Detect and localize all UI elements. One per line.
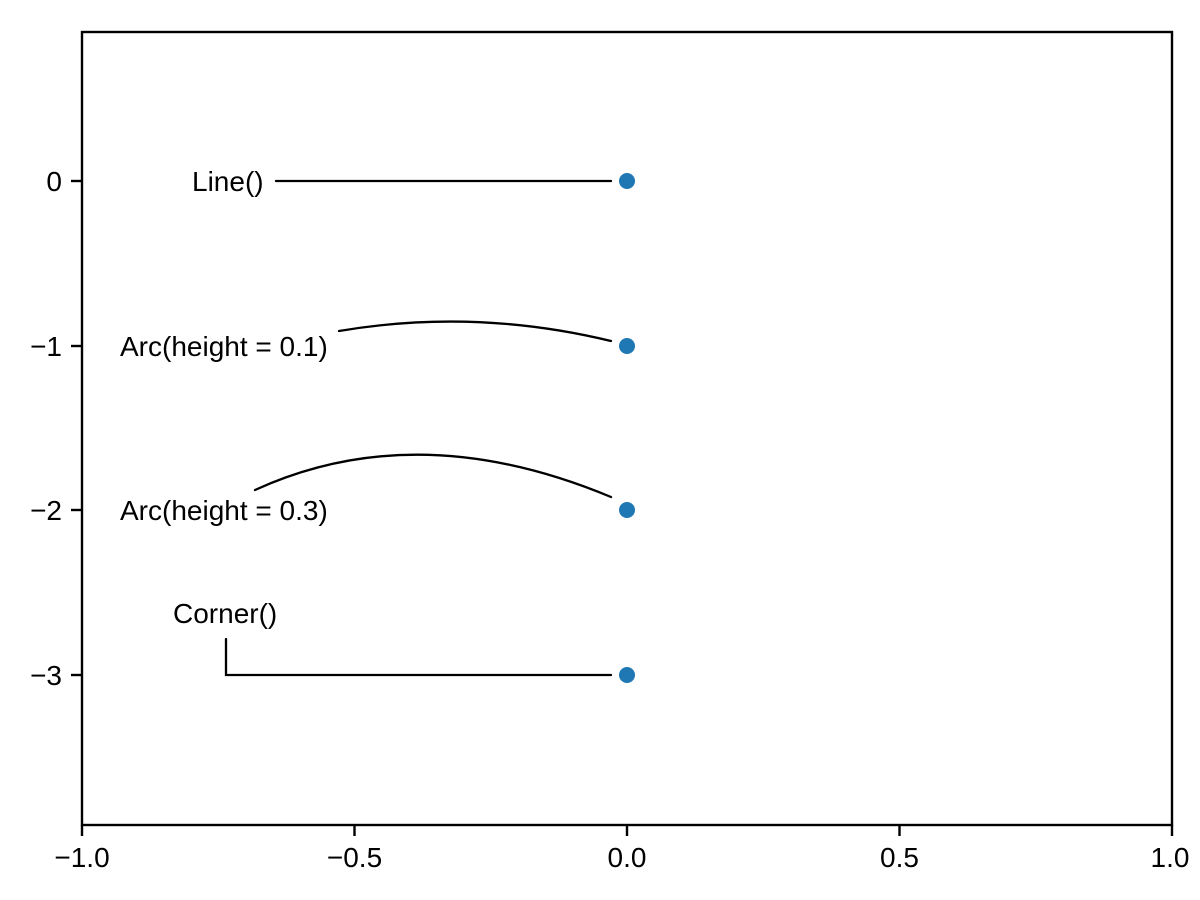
annotation-label-corner: Corner(): [173, 598, 277, 629]
plot-area-border: [80, 30, 1174, 827]
x-tick-label: 1.0: [1151, 842, 1190, 873]
data-point-0: [619, 173, 635, 189]
y-axis-ticks: [71, 179, 82, 677]
x-tick-label: 0.5: [880, 842, 919, 873]
connector-arc-large: [253, 453, 613, 499]
y-tick-label: −3: [30, 660, 62, 691]
x-tick-label: −0.5: [327, 842, 382, 873]
annotation-label-arc-large: Arc(height = 0.3): [120, 495, 328, 526]
y-tick-label: −1: [30, 331, 62, 362]
x-tick-label: −1.0: [54, 842, 109, 873]
data-point-2: [619, 502, 635, 518]
connector-corner: [224, 637, 613, 677]
x-tick-label: 0.0: [608, 842, 647, 873]
data-point-3: [619, 667, 635, 683]
annotation-label-line: Line(): [192, 166, 264, 197]
data-point-1: [619, 338, 635, 354]
x-axis-ticks: [80, 825, 1174, 836]
y-tick-label: −2: [30, 495, 62, 526]
y-tick-label: 0: [46, 166, 62, 197]
connector-arc-small: [337, 320, 613, 343]
annotation-label-arc-small: Arc(height = 0.1): [120, 331, 328, 362]
